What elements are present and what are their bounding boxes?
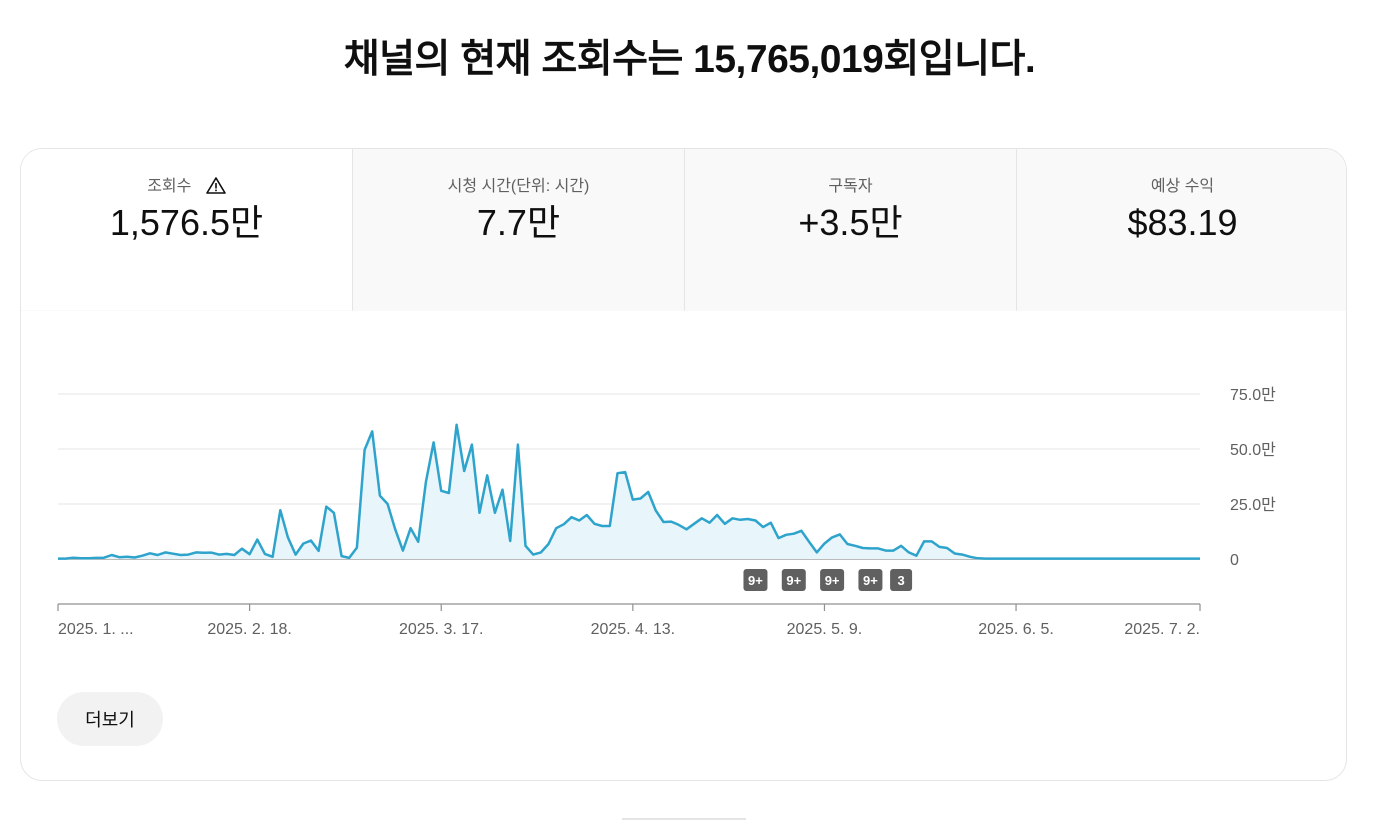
tab-views-label: 조회수 [147, 178, 192, 195]
x-tick-label: 2025. 1. ... [58, 621, 134, 638]
x-tick-label: 2025. 7. 2. [1124, 621, 1200, 638]
annotation-badge-label: 9+ [786, 573, 801, 588]
tab-revenue[interactable]: 예상 수익 $83.19 [1016, 149, 1346, 311]
x-tick-label: 2025. 2. 18. [207, 621, 292, 638]
analytics-card: 조회수 1,576.5만 시청 시간(단위: 시간) 7.7만 구독자 +3.5… [20, 148, 1347, 781]
metric-tabs: 조회수 1,576.5만 시청 시간(단위: 시간) 7.7만 구독자 +3.5… [21, 149, 1346, 311]
tab-revenue-value: $83.19 [1127, 202, 1238, 243]
tab-subscribers-label: 구독자 [828, 178, 873, 195]
annotation-badge[interactable] [781, 569, 806, 591]
annotation-badge-label: 9+ [825, 573, 840, 588]
tab-views-value: 1,576.5만 [109, 202, 264, 243]
tab-watch-time-label: 시청 시간(단위: 시간) [447, 178, 590, 195]
annotation-badge-label: 9+ [863, 573, 878, 588]
annotation-badge[interactable] [820, 569, 845, 591]
views-chart[interactable]: 0 25.0만 50.0만 75.0만 9+ 9+ 9+ 9+ 3 2025. 1. ... 202… [21, 311, 1347, 641]
annotation-badge[interactable] [858, 569, 883, 591]
views-series-area [58, 424, 1200, 559]
x-tick-label: 2025. 5. 9. [787, 621, 863, 638]
views-series-line [58, 423, 1200, 560]
tab-watch-time[interactable]: 시청 시간(단위: 시간) 7.7만 [352, 149, 684, 311]
y-tick-label: 0 [1230, 552, 1239, 569]
tab-revenue-label: 예상 수익 [1150, 178, 1215, 195]
x-tick-label: 2025. 4. 13. [591, 621, 676, 638]
tab-subscribers-value: +3.5만 [798, 202, 903, 243]
tab-views[interactable]: 조회수 1,576.5만 [21, 149, 352, 311]
tab-subscribers[interactable]: 구독자 +3.5만 [684, 149, 1016, 311]
tab-watch-time-value: 7.7만 [476, 202, 561, 243]
y-tick-label: 25.0만 [1230, 496, 1276, 514]
annotation-badge-label: 9+ [748, 573, 763, 588]
annotation-badge[interactable] [890, 569, 913, 591]
annotation-badge-label: 3 [897, 573, 904, 588]
tab-views-label-row: 조회수 [21, 177, 352, 197]
page-headline: 채널의 현재 조회수는 15,765,019회입니다. [343, 38, 1036, 81]
annotation-badge[interactable] [743, 569, 768, 591]
y-tick-label: 75.0만 [1230, 386, 1276, 404]
bottom-divider [622, 818, 746, 820]
x-tick-label: 2025. 6. 5. [978, 621, 1054, 638]
y-tick-label: 50.0만 [1230, 441, 1276, 459]
warning-triangle-icon[interactable] [206, 177, 226, 200]
see-more-button[interactable]: 더보기 [57, 692, 163, 746]
x-tick-label: 2025. 3. 17. [399, 621, 484, 638]
